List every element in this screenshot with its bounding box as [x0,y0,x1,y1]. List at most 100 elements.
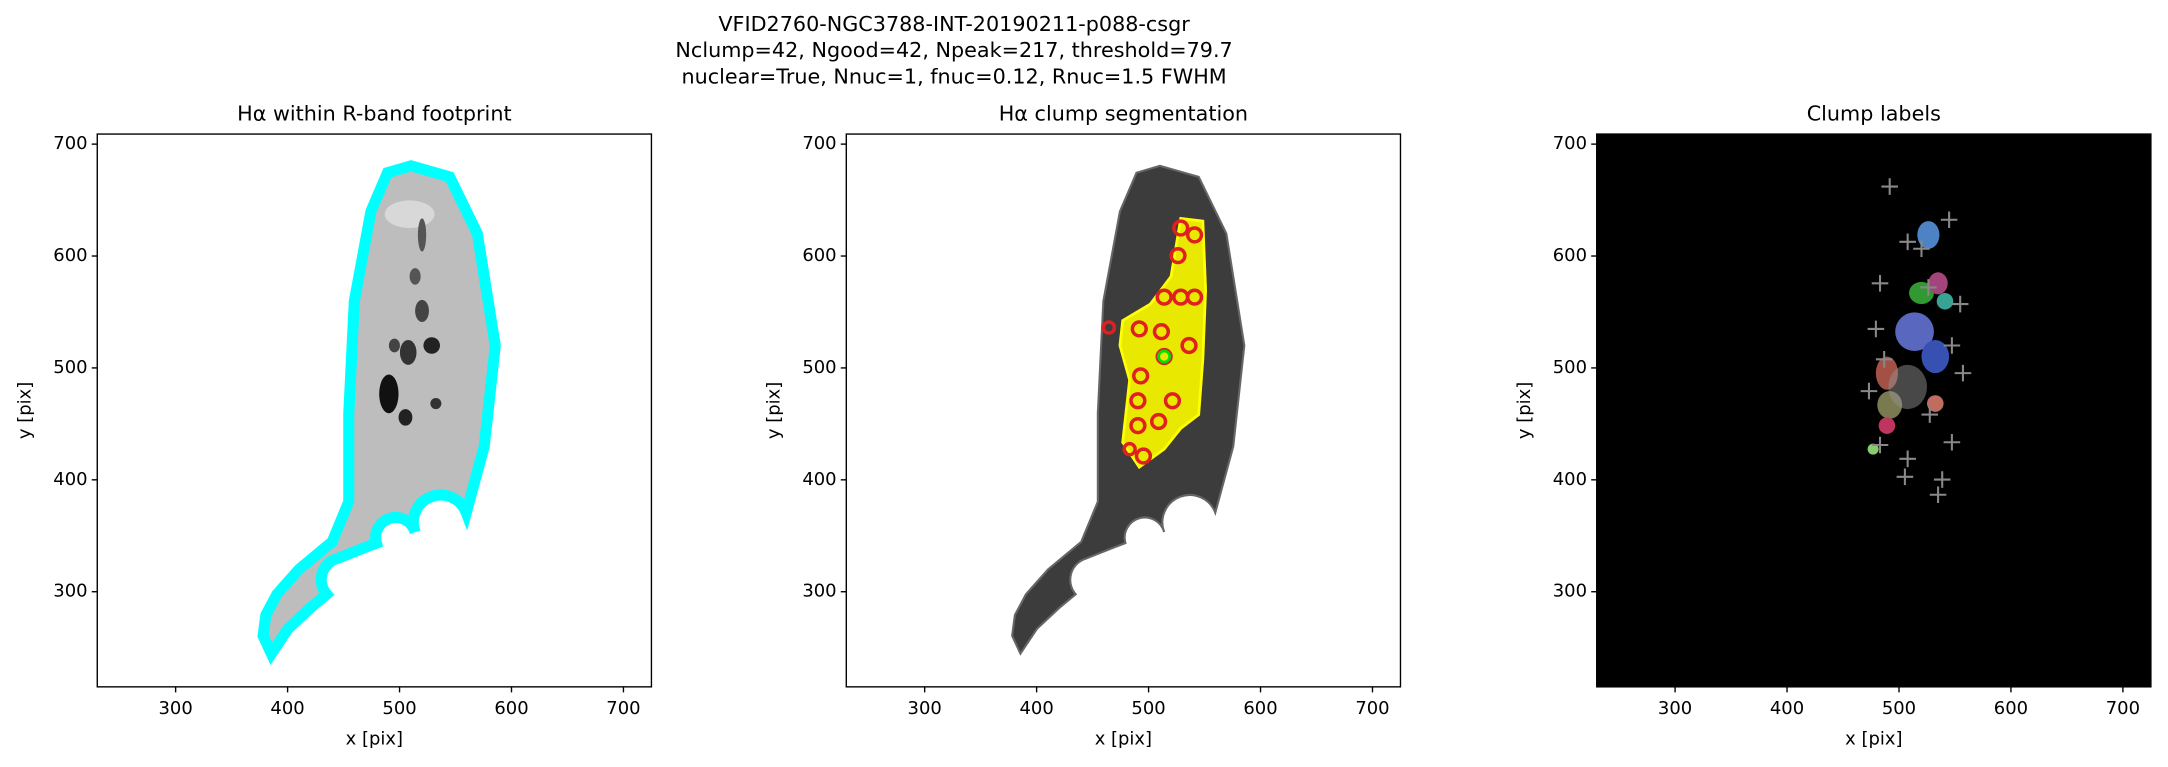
plus-marker [1954,364,1972,382]
image-detail [399,339,417,365]
y-tick-label: 400 [53,469,87,490]
image-detail [417,218,427,252]
plus-marker [1860,382,1878,400]
image-detail [384,200,435,229]
image-detail [423,337,440,354]
y-axis-label: y [pix] [1514,382,1535,439]
figure-title: nuclear=True, Nnuc=1, fnuc=0.12, Rnuc=1.… [681,64,1226,88]
x-tick-label: 600 [1243,698,1277,719]
halpha-image [263,166,495,654]
image-detail [1185,226,1204,244]
plus-marker [1921,406,1939,423]
segmentation-image [1011,164,1246,655]
y-tick-label: 500 [802,357,836,378]
image-detail [1596,134,2151,687]
image-detail [1895,312,1934,352]
y-axis-label: y [pix] [763,382,784,439]
x-tick-label: 600 [494,698,528,719]
x-axis-label: x [pix] [1095,728,1152,749]
x-tick-label: 500 [1882,698,1916,719]
axes-title: Hα clump segmentation [999,102,1248,126]
y-tick-label: 500 [53,357,87,378]
x-tick-label: 400 [1019,698,1053,719]
figure-title: Nclump=42, Ngood=42, Npeak=217, threshol… [675,38,1232,62]
axes-frame [1596,133,2152,688]
image-detail [430,398,442,410]
image-detail [263,166,495,654]
plus-marker [1899,233,1916,251]
image-detail [1132,367,1150,385]
image-detail [1936,292,1954,310]
axes: 300 400 500 600 700 300 400 500 600 700 Hα clump s… [763,102,1402,749]
image-detail [1878,417,1896,434]
image-detail [1888,364,1928,410]
y-tick-label: 700 [53,133,87,154]
image-detail [1860,178,1972,504]
axes-title: Hα within R-band footprint [237,102,511,126]
x-axis-label: x [pix] [346,728,403,749]
plus-marker [1875,351,1893,368]
y-tick-label: 300 [53,581,87,602]
plus-marker [1929,486,1947,504]
image-detail [1129,417,1147,435]
x-tick-label: 300 [158,698,192,719]
y-tick-label: 400 [802,469,836,490]
image-detail [1157,349,1172,364]
y-tick-label: 700 [802,133,836,154]
image-detail [1875,356,1898,390]
x-tick-label: 500 [1131,698,1165,719]
plus-marker [1920,279,1937,296]
image-detail [1172,219,1190,237]
image-detail [1927,395,1944,412]
image-detail [1101,320,1117,335]
image-detail [1185,288,1204,306]
y-tick-label: 600 [1553,245,1587,266]
image-detail [1149,412,1168,431]
y-tick-label: 600 [53,245,87,266]
y-tick-label: 400 [1553,469,1587,490]
plus-marker [1933,471,1951,488]
image-detail [1180,336,1198,355]
image-detail [1129,392,1147,410]
image-detail [1917,221,1940,249]
x-tick-label: 700 [1355,698,1389,719]
image-detail [1877,391,1903,419]
plus-marker [1940,211,1958,229]
plus-marker [1899,450,1916,468]
x-axis-label: x [pix] [1845,728,1902,749]
image-detail [1867,443,1879,455]
image-detail [409,268,421,285]
x-tick-label: 700 [2106,698,2140,719]
image-detail [1169,247,1187,265]
plus-marker [1871,275,1889,292]
image-detail [1122,441,1137,457]
y-axis-label: y [pix] [14,382,35,439]
image-detail [415,299,429,323]
x-tick-label: 700 [606,698,640,719]
plus-marker [1943,433,1961,451]
y-tick-label: 300 [1553,581,1587,602]
labels-image [1596,134,2151,687]
image-detail [1163,392,1182,410]
y-tick-label: 500 [1553,357,1587,378]
image-detail [398,409,413,426]
image-detail [379,374,399,414]
axes-title: Clump labels [1807,102,1941,126]
plus-marker [1881,178,1898,195]
plus-marker [1943,337,1961,354]
image-detail [1101,219,1204,465]
plus-marker [1867,320,1885,338]
plus-marker [1896,468,1914,486]
axes: 300 400 500 600 700 300 400 500 600 700 Clump labe… [1514,102,2152,749]
y-tick-label: 600 [802,245,836,266]
axes-frame [96,133,653,688]
image-detail [1152,323,1171,341]
image-detail [1928,272,1948,295]
axes-frame [845,133,1402,688]
image-detail [1134,447,1153,465]
image-detail [1130,320,1148,338]
x-tick-label: 400 [1770,698,1804,719]
axes: 300 400 500 600 700 300 400 500 600 700 Hα within … [14,102,653,749]
y-tick-label: 700 [1553,133,1587,154]
